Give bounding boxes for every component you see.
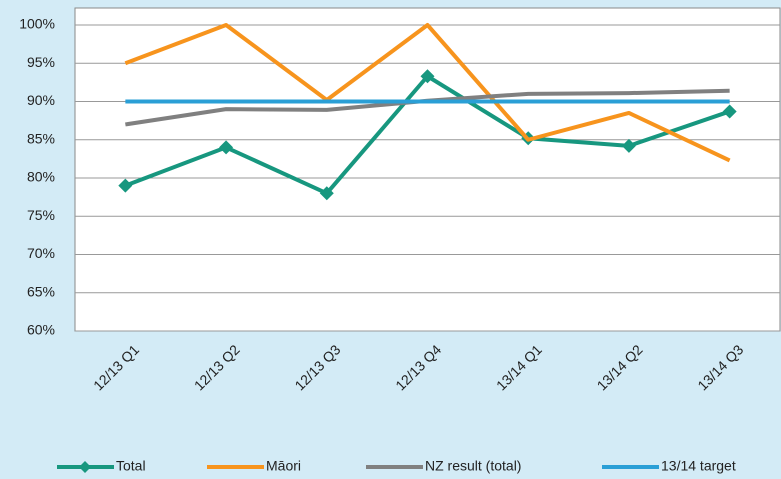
marker [118,178,133,193]
x-tick-label: 13/14 Q3 [694,341,746,393]
x-tick-label: 12/13 Q3 [291,341,343,393]
legend-marker [79,461,91,473]
y-tick-label: 75% [27,207,55,223]
y-tick-label: 85% [27,130,55,146]
y-tick-label: 70% [27,245,55,261]
y-tick-label: 90% [27,92,55,108]
marker [722,104,737,119]
y-tick-label: 95% [27,54,55,70]
legend-label: 13/14 target [661,458,736,474]
plot-area [74,7,781,332]
marker [219,140,234,155]
x-tick-label: 13/14 Q1 [493,341,545,393]
series-line [124,23,731,163]
marker [420,69,435,84]
x-tick-label: 12/13 Q2 [191,341,243,393]
marker [621,138,636,153]
x-tick-label: 12/13 Q1 [90,341,142,393]
y-tick-label: 80% [27,169,55,185]
x-tick-label: 13/14 Q2 [594,341,646,393]
marker [319,186,334,201]
legend-label: Total [116,458,146,474]
legend-label: Māori [266,458,301,474]
y-tick-label: 60% [27,322,55,338]
y-tick-label: 100% [19,16,55,32]
y-tick-label: 65% [27,283,55,299]
legend-label: NZ result (total) [425,458,521,474]
x-tick-label: 12/13 Q4 [392,341,444,393]
